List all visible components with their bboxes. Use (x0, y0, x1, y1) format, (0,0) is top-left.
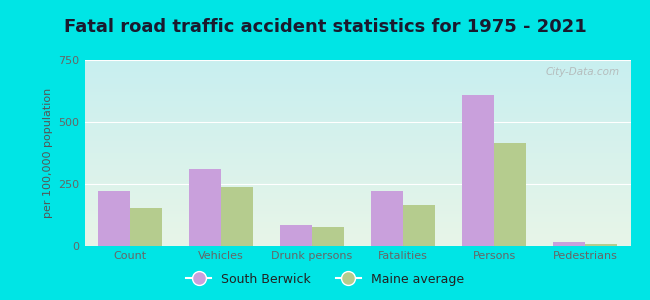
Bar (403, 205, 435, 246)
Bar (312, 227, 344, 246)
Text: City-Data.com: City-Data.com (545, 68, 619, 77)
Bar (98, 191, 130, 246)
Bar (221, 187, 253, 246)
Bar (130, 208, 162, 246)
Legend: South Berwick, Maine average: South Berwick, Maine average (181, 268, 469, 291)
Bar (371, 191, 403, 246)
Bar (553, 242, 585, 246)
Bar (462, 95, 494, 246)
Y-axis label: per 100,000 population: per 100,000 population (43, 88, 53, 218)
Bar (494, 143, 526, 246)
Bar (585, 244, 617, 246)
Bar (189, 169, 221, 246)
Bar (280, 225, 312, 246)
Text: Fatal road traffic accident statistics for 1975 - 2021: Fatal road traffic accident statistics f… (64, 18, 586, 36)
